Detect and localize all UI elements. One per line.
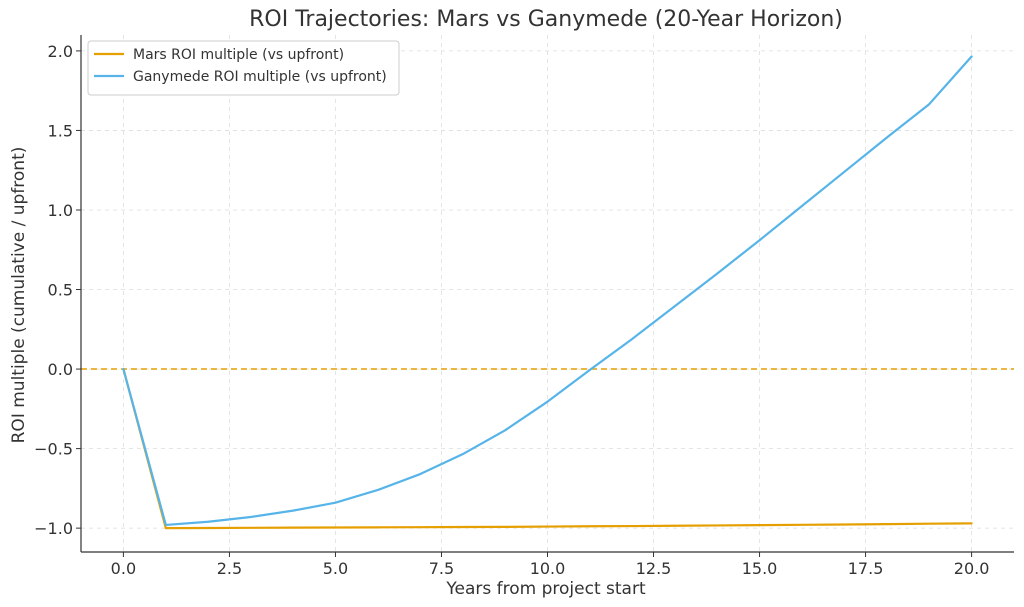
x-tick-label-7: 17.5 [848, 559, 884, 578]
y-tick-label-2: 0.0 [48, 360, 73, 379]
series-line-mars [122, 367, 973, 530]
x-tick-label-0: 0.0 [111, 559, 136, 578]
x-tick-label-4: 10.0 [530, 559, 566, 578]
grid-lines [81, 35, 1014, 552]
x-tick-label-3: 7.5 [429, 559, 454, 578]
y-tick-label-4: 1.0 [48, 201, 73, 220]
x-axis-label: Years from project start [445, 579, 646, 599]
axes [76, 35, 1014, 557]
y-tick-label-3: 0.5 [48, 281, 73, 300]
x-tick-label-6: 15.0 [742, 559, 778, 578]
legend-label-ganymede: Ganymede ROI multiple (vs upfront) [133, 69, 387, 85]
y-tick-label-5: 1.5 [48, 121, 73, 140]
x-tick-label-1: 2.5 [217, 559, 242, 578]
y-tick-label-0: −1.0 [34, 519, 73, 538]
series-line-ganymede [122, 55, 973, 527]
tick-labels: 0.0 2.5 5.0 7.5 10.0 12.5 15.0 17.5 20.0 −1.0 −0.5… [34, 42, 989, 578]
x-tick-label-8: 20.0 [954, 559, 990, 578]
y-axis-label: ROI multiple (cumulative / upfront) [9, 147, 29, 444]
x-tick-label-2: 5.0 [323, 559, 348, 578]
y-tick-label-1: −0.5 [34, 440, 73, 459]
legend: Mars ROI multiple (vs upfront) Ganymede R… [87, 40, 400, 96]
x-tick-label-5: 12.5 [636, 559, 672, 578]
legend-label-mars: Mars ROI multiple (vs upfront) [133, 47, 344, 63]
y-tick-label-6: 2.0 [48, 42, 73, 61]
series-lines [122, 55, 973, 530]
chart-title: ROI Trajectories: Mars vs Ganymede (20-Y… [249, 7, 843, 32]
legend-box [87, 40, 400, 96]
